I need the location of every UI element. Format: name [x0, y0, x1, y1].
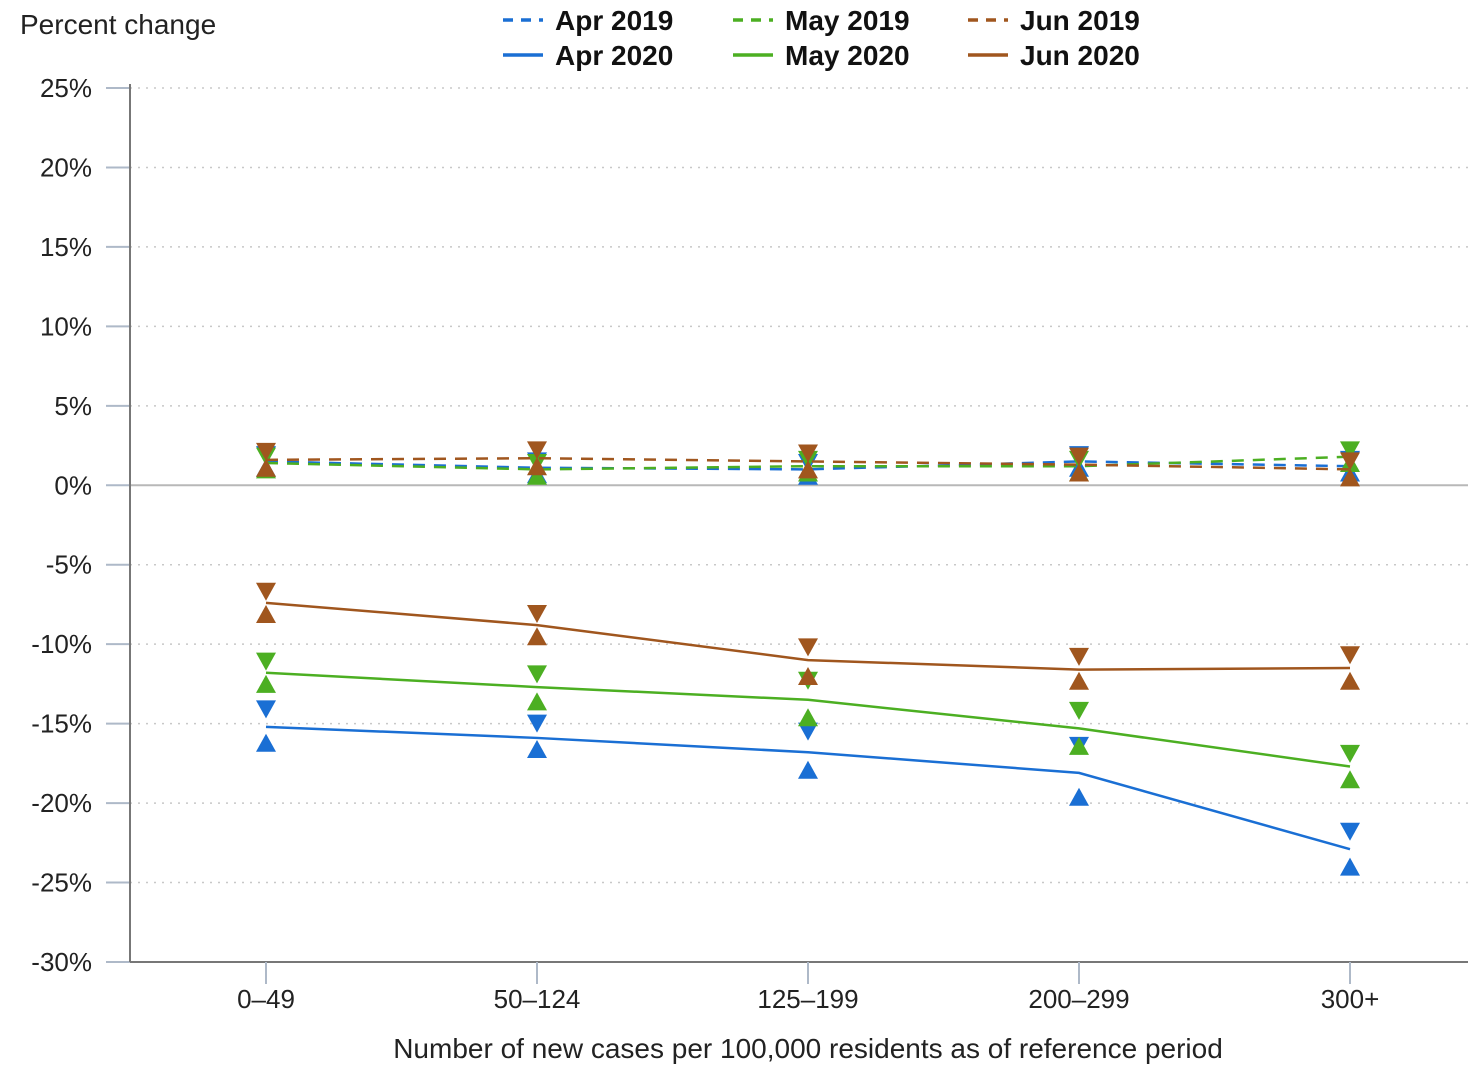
lower-bound-marker: [1340, 671, 1360, 690]
upper-bound-marker: [256, 652, 276, 671]
upper-bound-marker: [1340, 452, 1360, 471]
lower-bound-marker: [1069, 671, 1089, 690]
series-line-may-2019: [265, 455, 1351, 471]
upper-bound-marker: [798, 722, 818, 741]
series-line-may-2020: [265, 671, 1351, 768]
lower-bound-marker: [527, 457, 547, 476]
x-tick-label: 125–199: [757, 984, 858, 1014]
lower-bound-marker: [527, 627, 547, 646]
upper-bound-marker: [527, 714, 547, 733]
lower-bound-marker: [1340, 468, 1360, 487]
upper-bound-marker: [1069, 447, 1089, 466]
upper-bound-marker: [256, 442, 276, 461]
lower-bound-marker: [1340, 770, 1360, 789]
y-tick-label: -20%: [31, 788, 92, 818]
upper-bound-marker: [527, 604, 547, 623]
y-axis-title: Percent change: [20, 9, 216, 40]
upper-bound-marker: [1340, 441, 1360, 460]
x-tick-label: 300+: [1321, 984, 1380, 1014]
lower-bound-marker: [256, 458, 276, 477]
series: [256, 441, 1360, 876]
gridlines: [130, 87, 1468, 884]
upper-bound-marker: [256, 700, 276, 719]
y-tick-label: 20%: [40, 152, 92, 182]
lower-bound-marker: [256, 733, 276, 752]
x-tick-label: 200–299: [1028, 984, 1129, 1014]
lower-bound-marker: [798, 708, 818, 727]
y-tick-label: 10%: [40, 311, 92, 341]
series-line-jun-2019: [265, 457, 1351, 471]
series-line-jun-2020: [265, 601, 1351, 671]
legend-label: May 2019: [785, 5, 910, 36]
upper-bound-marker: [1069, 647, 1089, 666]
legend-label: Apr 2019: [555, 5, 673, 36]
upper-bound-marker: [256, 582, 276, 601]
y-tick-label: 15%: [40, 232, 92, 262]
upper-bound-marker: [1340, 744, 1360, 763]
upper-bound-marker: [798, 444, 818, 463]
lower-bound-marker: [256, 674, 276, 693]
y-tick-label: -25%: [31, 868, 92, 898]
series-line-apr-2020: [265, 725, 1351, 851]
lower-bound-marker: [1069, 736, 1089, 755]
lower-bound-marker: [798, 666, 818, 685]
y-tick-label: 25%: [40, 73, 92, 103]
legend-label: May 2020: [785, 40, 910, 71]
y-tick-label: -15%: [31, 709, 92, 739]
lower-bound-marker: [256, 604, 276, 623]
lower-bound-marker: [1340, 857, 1360, 876]
legend-label: Apr 2020: [555, 40, 673, 71]
upper-bound-marker: [798, 638, 818, 657]
y-tick-label: -5%: [46, 550, 92, 580]
lower-bound-marker: [1069, 787, 1089, 806]
lower-bound-marker: [798, 760, 818, 779]
x-axis-title: Number of new cases per 100,000 resident…: [393, 1033, 1223, 1064]
lower-bound-marker: [527, 466, 547, 485]
axes: 25% 20% 15% 10% 5% 0% -5% -10% -15% -20% -25% -30% 0…: [31, 73, 1468, 1014]
upper-bound-marker: [1340, 822, 1360, 841]
legend-label: Jun 2019: [1020, 5, 1140, 36]
y-tick-label: -30%: [31, 947, 92, 977]
lower-bound-marker: [527, 740, 547, 759]
upper-bound-marker: [527, 441, 547, 460]
legend: Apr 2019 May 2019 Jun 2019 Apr 2020 May 2020…: [503, 5, 1140, 71]
x-tick-label: 0–49: [237, 984, 295, 1014]
lower-bound-marker: [798, 460, 818, 479]
x-tick-label: 50–124: [494, 984, 581, 1014]
legend-label: Jun 2020: [1020, 40, 1140, 71]
upper-bound-marker: [1069, 701, 1089, 720]
upper-bound-marker: [1340, 646, 1360, 665]
y-tick-label: 5%: [54, 391, 92, 421]
lower-bound-marker: [527, 692, 547, 711]
upper-bound-marker: [527, 665, 547, 684]
y-tick-label: 0%: [54, 470, 92, 500]
lower-bound-marker: [1069, 463, 1089, 482]
y-tick-label: -10%: [31, 629, 92, 659]
